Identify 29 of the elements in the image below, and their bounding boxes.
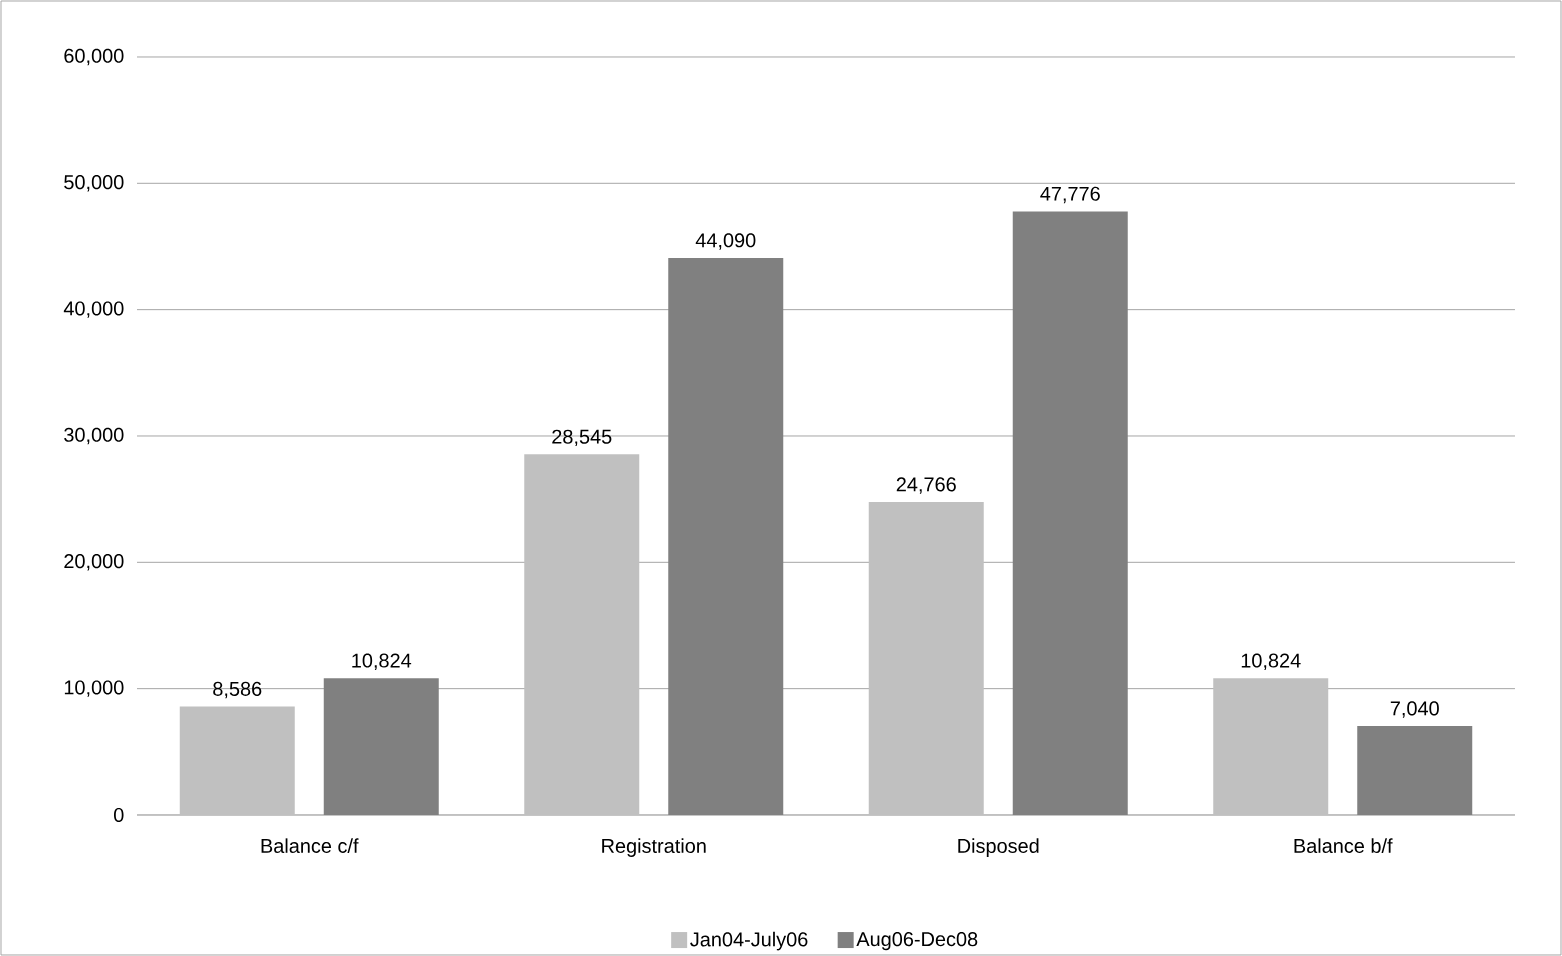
y-tick-label: 60,000 <box>64 48 124 66</box>
bar <box>323 678 439 815</box>
data-label: 8,586 <box>213 681 262 699</box>
data-label: 28,545 <box>552 429 612 447</box>
bar <box>868 502 984 815</box>
y-tick-label: 0 <box>114 807 124 823</box>
bar <box>1213 678 1329 815</box>
data-label: 44,090 <box>695 233 756 250</box>
data-label: 10,824 <box>352 653 412 670</box>
bar <box>524 454 640 815</box>
data-label: 24,766 <box>896 477 956 494</box>
x-tick-label: Registration <box>602 838 706 857</box>
bar <box>1357 726 1473 815</box>
bar <box>1012 211 1128 815</box>
x-tick-label: Balance c/f <box>261 838 359 853</box>
bar <box>179 706 295 815</box>
y-tick-label: 50,000 <box>64 175 124 192</box>
y-tick-label: 40,000 <box>63 301 124 318</box>
legend-label: Jan04-July06 <box>690 931 808 951</box>
bar <box>668 257 784 815</box>
x-tick-label: Disposed <box>958 838 1039 857</box>
x-tick-label: Balance b/f <box>1294 838 1393 853</box>
data-label: 47,776 <box>1040 186 1100 204</box>
legend-label: Aug06-Dec08 <box>856 932 978 951</box>
y-tick-label: 20,000 <box>64 554 124 571</box>
y-tick-label: 30,000 <box>64 427 124 445</box>
y-tick-label: 10,000 <box>64 680 124 697</box>
data-label: 7,040 <box>1390 701 1439 718</box>
data-label: 10,824 <box>1241 653 1301 670</box>
